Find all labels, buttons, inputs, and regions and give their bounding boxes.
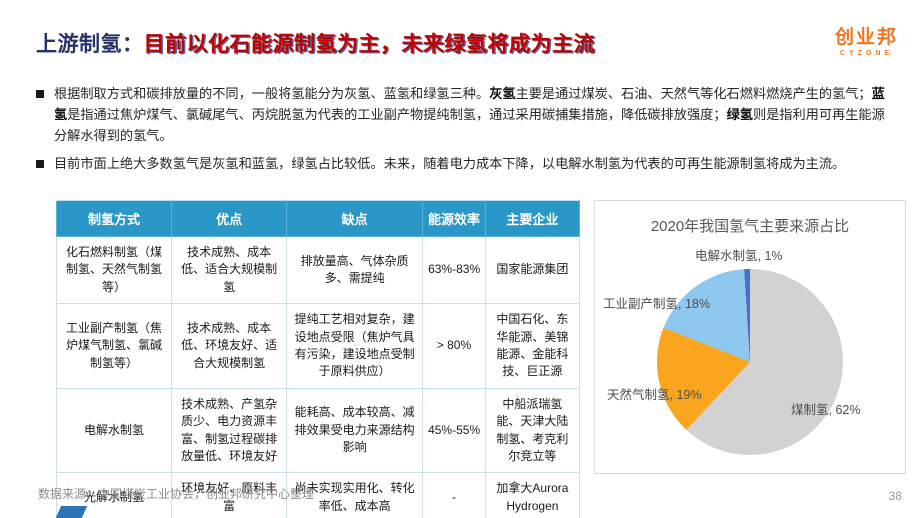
title-prefix: 上游制氢： bbox=[36, 33, 144, 56]
table-cell: 提纯工艺相对复杂，建设地点受限（焦炉气具有污染，建设地点受制于原料供应） bbox=[286, 303, 424, 389]
table-cell: 环境友好、原料丰富 bbox=[171, 472, 288, 518]
table-row: 化石燃料制氢（煤制氢、天然气制氢等） 技术成熟、成本低、适合大规模制氢 排放量高、气… bbox=[55, 235, 581, 305]
pie-slice-label: 电解水制氢, 1% bbox=[695, 249, 783, 263]
table-cell: 化石燃料制氢（煤制氢、天然气制氢等） bbox=[55, 235, 173, 305]
pie-chart-panel: 2020年我国氢气主要来源占比 煤制氢, 62% 天然气制氢, 19% 工业副产制氢… bbox=[594, 200, 906, 474]
table-header-cell: 优点 bbox=[171, 200, 288, 237]
bullet-square-icon bbox=[36, 159, 44, 168]
table-cell: - bbox=[422, 472, 486, 518]
table-cell: 63%-83% bbox=[422, 235, 486, 305]
table-cell: 技术成熟、成本低、环境友好、适合大规模制氢 bbox=[171, 303, 288, 389]
table-row: 电解水制氢 技术成熟、产氢杂质少、电力资源丰富、制氢过程碳排放量低、环境友好 能耗高… bbox=[55, 387, 581, 474]
data-source-note: 数据来源：中国煤炭工业协会，创业邦研究中心整理 bbox=[38, 487, 315, 501]
brand-logo: 创业邦 CYZONE bbox=[835, 22, 898, 57]
page-title: 上游制氢：目前以化石能源制氢为主，未来绿氢将成为主流 bbox=[36, 28, 595, 58]
table-cell: 电解水制氢 bbox=[55, 387, 173, 474]
hydrogen-methods-table: 制氢方式 优点 缺点 能源效率 主要企业 化石燃料制氢（煤制氢、天然气制氢等） 技术成熟、… bbox=[55, 200, 581, 518]
table-row: 工业副产制氢（焦炉煤气制氢、氯碱制氢等） 技术成熟、成本低、环境友好、适合大规模制… bbox=[55, 303, 581, 389]
table-cell: 45%-55% bbox=[422, 387, 486, 474]
bullet-item: 根据制取方式和碳排放量的不同，一般将氢能分为灰氢、蓝氢和绿氢三种。灰氢主要是通过… bbox=[36, 84, 894, 147]
table-cell: 技术成熟、产氢杂质少、电力资源丰富、制氢过程碳排放量低、环境友好 bbox=[171, 387, 288, 474]
chart-title: 2020年我国氢气主要来源占比 bbox=[650, 218, 850, 235]
bullet-square-icon bbox=[36, 90, 44, 98]
table-header-cell: 主要企业 bbox=[484, 200, 581, 237]
table-row: 光解水制氢 环境友好、原料丰富 尚未实现实用化、转化率低、成本高 - 加拿大Aurora… bbox=[55, 472, 581, 518]
table-cell: 尚未实现实用化、转化率低、成本高 bbox=[286, 472, 424, 518]
table-header-cell: 缺点 bbox=[286, 200, 424, 237]
corner-decoration bbox=[54, 506, 88, 518]
table-header-cell: 制氢方式 bbox=[55, 200, 173, 237]
bullet-list: 根据制取方式和碳排放量的不同，一般将氢能分为灰氢、蓝氢和绿氢三种。灰氢主要是通过… bbox=[36, 84, 894, 181]
table-cell: 中国石化、东华能源、美锦能源、金能科技、巨正源 bbox=[484, 303, 581, 389]
pie-chart bbox=[657, 269, 843, 455]
table-cell: 技术成熟、成本低、适合大规模制氢 bbox=[171, 235, 288, 305]
table-cell: 加拿大Aurora Hydrogen bbox=[484, 472, 581, 518]
table-cell: 排放量高、气体杂质多、需提纯 bbox=[286, 235, 424, 305]
pie-slice-label: 煤制氢, 62% bbox=[791, 403, 861, 417]
pie-slice-label: 天然气制氢, 19% bbox=[607, 388, 702, 402]
table-header-cell: 能源效率 bbox=[422, 200, 486, 237]
table-header-row: 制氢方式 优点 缺点 能源效率 主要企业 bbox=[55, 200, 581, 237]
page-number: 38 bbox=[888, 489, 902, 503]
table-cell: 中船派瑞氢能、天津大陆制氢、考克利尔竞立等 bbox=[484, 387, 581, 474]
logo-en-text: CYZONE bbox=[839, 50, 894, 57]
table-cell: > 80% bbox=[422, 303, 486, 389]
table-cell: 工业副产制氢（焦炉煤气制氢、氯碱制氢等） bbox=[55, 303, 173, 389]
title-highlight: 目前以化石能源制氢为主，未来绿氢将成为主流 bbox=[143, 33, 595, 56]
table-cell: 能耗高、成本较高、减排效果受电力来源结构影响 bbox=[286, 387, 424, 474]
table-body: 化石燃料制氢（煤制氢、天然气制氢等） 技术成熟、成本低、适合大规模制氢 排放量高、气… bbox=[55, 235, 581, 518]
pie-slice-label: 工业副产制氢, 18% bbox=[603, 297, 710, 311]
bullet-text: 目前市面上绝大多数氢气是灰氢和蓝氢，绿氢占比较低。未来，随着电力成本下降，以电解… bbox=[54, 155, 846, 171]
table-cell: 国家能源集团 bbox=[484, 235, 581, 305]
bullet-text: 根据制取方式和碳排放量的不同，一般将氢能分为灰氢、蓝氢和绿氢三种。灰氢主要是通过… bbox=[54, 86, 885, 143]
bullet-item: 目前市面上绝大多数氢气是灰氢和蓝氢，绿氢占比较低。未来，随着电力成本下降，以电解… bbox=[36, 154, 894, 175]
table-cell: 光解水制氢 bbox=[55, 472, 173, 518]
logo-cn-text: 创业邦 bbox=[834, 27, 898, 48]
